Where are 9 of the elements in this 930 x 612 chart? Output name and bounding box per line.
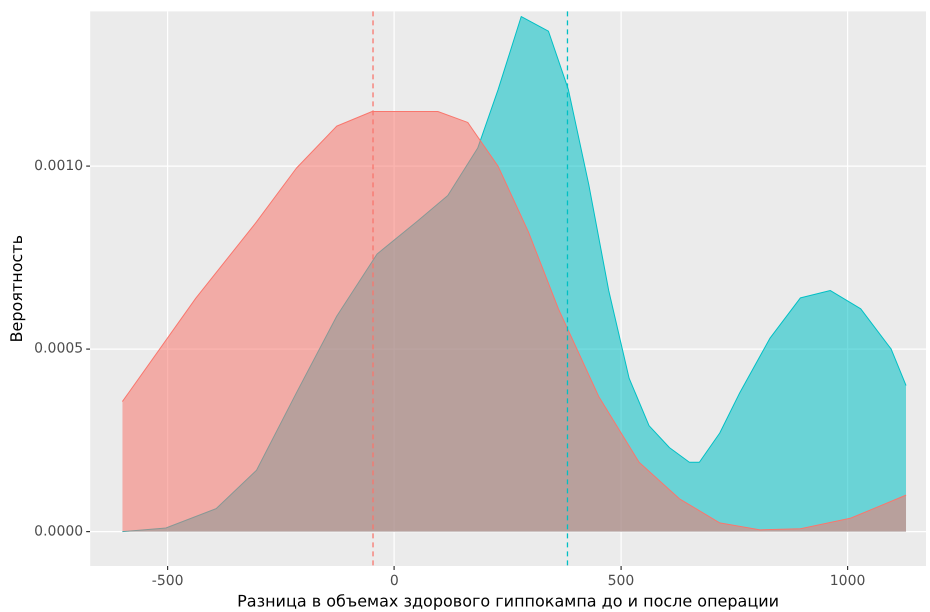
x-tick-label: -500 [152,573,184,590]
x-tick-label: 1000 [830,573,866,590]
y-tick-label: 0.0010 [34,158,84,174]
y-tick-label: 0.0005 [34,340,84,357]
y-axis-title: Вероятность [6,234,26,342]
y-tick-label: 0.0000 [34,523,84,540]
x-tick-label: 500 [608,573,634,590]
x-tick-label: 0 [390,573,399,590]
x-axis-title: Разница в объемах здорового гиппокампа до и после операции [237,592,780,611]
